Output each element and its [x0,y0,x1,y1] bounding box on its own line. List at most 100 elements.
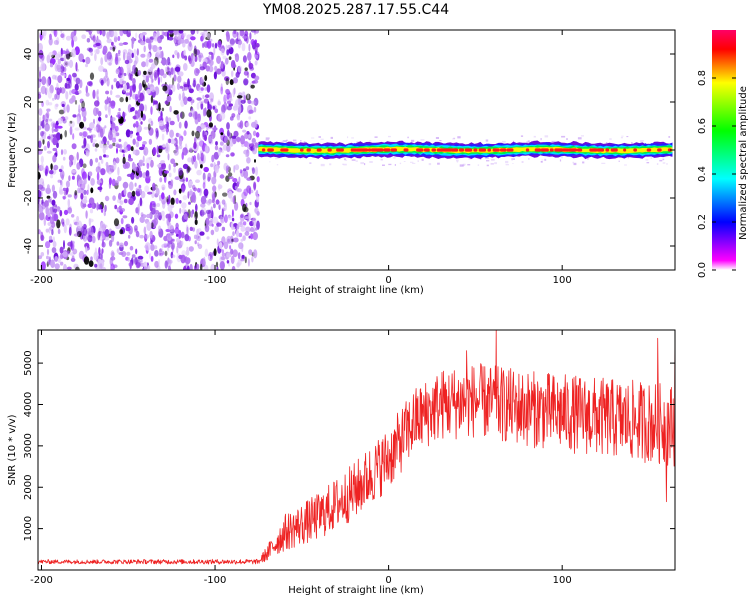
noise-blob [74,99,78,105]
noise-blob [140,190,146,199]
noise-blob [187,236,191,242]
noise-blob [47,136,51,140]
noise-blob [123,240,129,247]
band-peak [261,148,266,152]
noise-blob [112,46,116,52]
band-halo [374,136,378,138]
noise-blob [255,166,258,176]
noise-blob [56,206,61,212]
noise-blob [181,185,186,194]
noise-blob [89,72,95,80]
noise-blob [82,234,88,242]
noise-blob [255,227,258,231]
noise-blob [220,149,224,154]
noise-blob [236,188,242,193]
noise-blob [52,154,57,163]
noise-blob [151,222,154,229]
noise-blob [53,213,59,222]
noise-blob [246,131,250,135]
noise-blob [43,31,46,41]
noise-blob [82,163,87,169]
band-peak [596,148,605,152]
noise-blob [244,132,249,139]
noise-blob [154,209,160,215]
noise-blob [216,222,222,227]
noise-blob [249,146,254,151]
noise-blob [92,142,96,148]
noise-blob [129,107,133,113]
noise-blob [170,251,174,259]
band-peak [499,148,507,152]
noise-blob [144,104,148,112]
noise-blob [102,126,105,135]
band-peak [360,148,369,152]
noise-blob [109,129,112,139]
noise-blob [40,85,47,95]
noise-blob [148,58,154,63]
noise-blob [96,202,99,211]
noise-blob [162,143,166,148]
noise-blob [148,118,153,124]
band-halo [437,162,440,165]
snr-y-tick-label: 3000 [23,433,34,458]
noise-blob [115,157,120,164]
noise-blob [217,99,221,106]
noise-blob [141,31,147,36]
band-halo [551,140,556,142]
noise-blob [183,32,187,37]
noise-blob [74,190,78,196]
noise-blob [45,118,49,125]
noise-blob [225,165,230,171]
noise-blob [171,244,174,253]
noise-blob [125,129,131,138]
noise-blob [47,198,52,203]
noise-blob [130,146,134,152]
noise-blob [68,122,71,127]
noise-blob [44,123,50,132]
noise-blob [148,156,153,160]
noise-blob [61,103,65,108]
noise-blob [232,231,235,237]
noise-blob [243,78,249,86]
noise-blob [104,204,107,212]
band-peak [436,148,445,152]
noise-blob [63,209,69,216]
noise-blob [152,182,156,192]
noise-blob [237,34,241,40]
noise-blob [240,258,245,262]
noise-blob [90,256,93,261]
band-halo [541,159,544,161]
noise-blob [240,238,244,242]
noise-blob [125,223,131,228]
noise-blob [62,196,66,200]
noise-blob [250,84,255,89]
noise-blob [110,165,114,169]
band-peak [487,148,492,152]
noise-blob [228,56,232,60]
band-halo [300,140,302,142]
band-peak [370,148,379,152]
noise-blob [64,130,67,138]
noise-blob [156,154,161,158]
noise-blob [192,191,196,201]
band-halo [356,141,359,143]
band-halo [511,158,515,160]
noise-blob [51,126,54,133]
noise-blob [61,50,67,55]
band-halo [393,157,396,159]
noise-blob [215,141,218,146]
noise-blob [124,59,130,65]
band-peak [605,148,610,152]
noise-blob [225,77,229,86]
noise-blob [163,235,169,242]
noise-blob [93,126,98,131]
noise-blob [38,255,43,260]
noise-blob [136,165,141,174]
noise-blob [115,144,121,148]
noise-blob [125,227,131,232]
band-halo [645,159,649,161]
noise-blob [227,44,232,49]
noise-blob [98,65,104,72]
noise-blob [163,170,169,174]
band-halo [491,159,495,161]
